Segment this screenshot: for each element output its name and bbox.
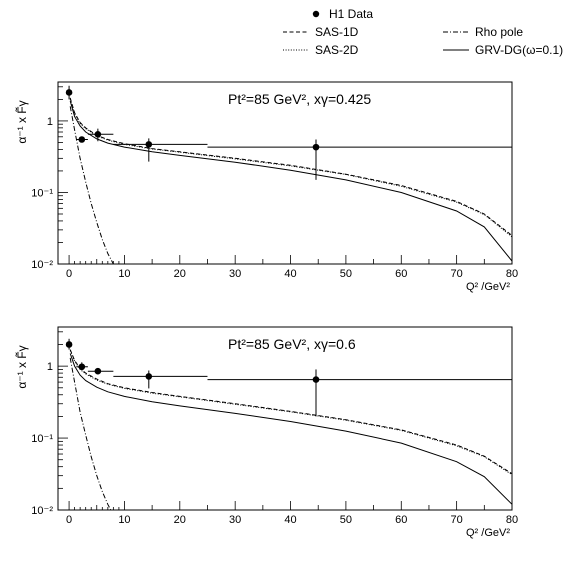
x-tick-label: 80 bbox=[506, 514, 518, 526]
legend-label: GRV-DG(ω=0.1) bbox=[475, 43, 563, 57]
legend-entry: H1 Data bbox=[312, 7, 373, 21]
x-tick-label: 50 bbox=[340, 268, 352, 280]
series-line bbox=[69, 353, 512, 505]
data-marker bbox=[65, 89, 73, 96]
x-tick-label: 20 bbox=[174, 514, 186, 526]
x-tick-label: 30 bbox=[229, 268, 241, 280]
data-marker bbox=[94, 367, 102, 375]
y-axis-label: α⁻¹ x F̃γ bbox=[14, 100, 29, 143]
data-marker bbox=[94, 131, 102, 138]
data-marker bbox=[312, 143, 320, 151]
theory-curves bbox=[69, 97, 512, 264]
data-marker bbox=[78, 136, 86, 143]
series-line bbox=[69, 350, 512, 476]
panel-annotation: Pt²=85 GeV², xγ=0.425 bbox=[228, 91, 371, 107]
panel-annotation: Pt²=85 GeV², xγ=0.6 bbox=[228, 336, 356, 352]
legend-entry: Rho pole bbox=[443, 25, 523, 39]
data-point bbox=[207, 369, 512, 417]
data-marker bbox=[312, 376, 320, 383]
data-point bbox=[65, 338, 73, 350]
x-tick-label: 30 bbox=[229, 514, 241, 526]
x-tick-label: 20 bbox=[174, 268, 186, 280]
data-point bbox=[76, 136, 88, 143]
plot-frame bbox=[57, 326, 513, 511]
legend-entry: SAS-1D bbox=[283, 25, 359, 39]
y-tick-label: 10⁻¹ bbox=[31, 433, 53, 445]
plot-frame bbox=[57, 81, 513, 265]
x-tick-label: 60 bbox=[395, 268, 407, 280]
data-point bbox=[65, 85, 73, 100]
x-tick-label: 0 bbox=[66, 514, 72, 526]
y-tick-label: 10⁻¹ bbox=[31, 187, 53, 199]
y-tick-label: 10⁻² bbox=[31, 505, 53, 517]
data-point bbox=[87, 128, 114, 142]
data-marker bbox=[145, 141, 153, 148]
y-tick-label: 1 bbox=[47, 116, 53, 128]
x-tick-label: 50 bbox=[340, 514, 352, 526]
data-marker bbox=[65, 341, 73, 348]
x-tick-label: 10 bbox=[118, 514, 130, 526]
data-point bbox=[87, 367, 114, 375]
legend-entry: SAS-2D bbox=[283, 43, 359, 57]
x-tick-label: 70 bbox=[451, 268, 463, 280]
x-axis-label: Q² /GeV² bbox=[466, 281, 510, 293]
series-line bbox=[69, 106, 114, 264]
x-tick-label: 10 bbox=[118, 268, 130, 280]
series-line bbox=[69, 349, 512, 475]
legend-marker bbox=[312, 10, 320, 18]
panel-bottom: 0 10 20 30 40 50 60 70 80 10⁻² 10⁻¹ 1 Q² /GeV² α⁻¹ x … bbox=[14, 326, 518, 539]
x-tick-label: 40 bbox=[284, 268, 296, 280]
data-point bbox=[207, 139, 512, 180]
y-tick-label: 10⁻² bbox=[31, 259, 53, 271]
series-line bbox=[69, 100, 512, 262]
legend-label: H1 Data bbox=[329, 7, 373, 21]
series-line bbox=[69, 357, 112, 510]
legend-label: Rho pole bbox=[475, 25, 523, 39]
series-line bbox=[69, 97, 512, 236]
panel-top: 0 10 20 30 40 50 60 70 80 10⁻² 10⁻¹ 1 Q² /GeV² α⁻¹ x … bbox=[14, 81, 518, 293]
y-axis-label: α⁻¹ x F̃γ bbox=[14, 345, 29, 388]
x-tick-label: 70 bbox=[451, 514, 463, 526]
theory-curves bbox=[69, 349, 512, 510]
legend-label: SAS-2D bbox=[315, 43, 359, 57]
data-marker bbox=[78, 363, 86, 371]
data-marker bbox=[145, 373, 153, 380]
legend-entry: GRV-DG(ω=0.1) bbox=[443, 43, 563, 57]
legend: H1 Data SAS-1D Rho pole SAS-2D GRV-DG(ω=0.1) bbox=[283, 7, 563, 57]
x-tick-label: 40 bbox=[284, 514, 296, 526]
x-tick-label: 0 bbox=[66, 268, 72, 280]
data-point bbox=[76, 362, 88, 371]
x-axis-label: Q² /GeV² bbox=[466, 527, 510, 539]
data-point bbox=[113, 370, 208, 389]
x-tick-label: 60 bbox=[395, 514, 407, 526]
x-tick-label: 80 bbox=[506, 268, 518, 280]
data-point bbox=[113, 138, 208, 162]
series-line bbox=[69, 99, 512, 238]
legend-label: SAS-1D bbox=[315, 25, 359, 39]
y-tick-label: 1 bbox=[47, 361, 53, 373]
